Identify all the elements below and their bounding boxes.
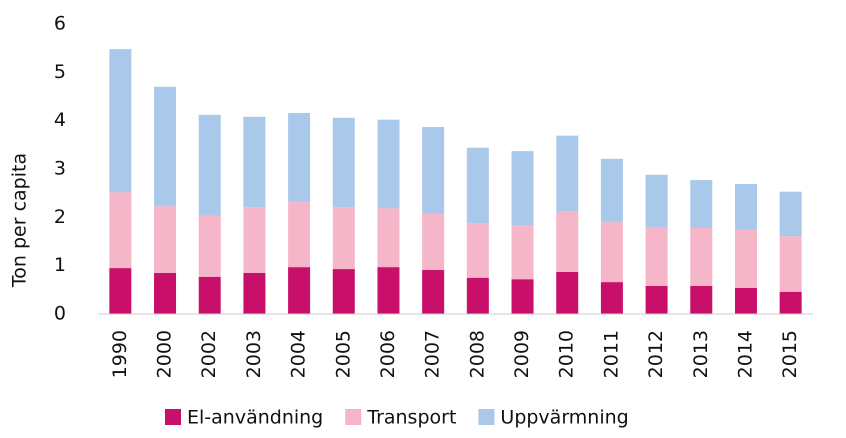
bar-segment [511,225,534,280]
bar-segment [734,287,757,314]
x-tick-label: 2014 [734,330,756,378]
bar-segment [690,285,713,314]
bar-segment [109,49,132,193]
x-tick-label: 2010 [556,330,578,378]
x-tick-label: 2012 [645,330,667,378]
bar-segment [198,114,221,216]
x-tick-label: 2000 [154,330,176,378]
bar-segment [332,269,355,314]
bar-segment [690,180,713,228]
bar-segment [243,116,266,208]
bar-segment [779,236,802,292]
bar-segment [511,151,534,226]
bar-segment [556,211,579,272]
bar-segment [243,272,266,314]
bar-segment [734,229,757,288]
bar-segment [645,174,668,227]
bar-segment [377,208,400,268]
bar-segment [377,119,400,209]
bar-segment [645,227,668,286]
bar-segment [422,213,445,271]
bar-segment [198,215,221,277]
x-tick-label: 2007 [422,330,444,378]
x-tick-label: 2003 [243,330,265,378]
bar-segment [377,267,400,314]
y-tick-label: 5 [54,61,66,83]
legend-label: Uppvärmning [500,407,628,429]
bar-segment [466,147,489,224]
bar-segment [511,279,534,314]
bar-segment [600,222,623,283]
bar-segment [422,270,445,314]
bar-segment [734,183,757,230]
bar-segment [779,291,802,314]
y-axis-title: Ton per capita [9,153,31,288]
bar-segment [600,158,623,223]
bar-segment [154,206,177,273]
bar-segment [779,191,802,237]
bar-segment [288,267,311,314]
x-tick-label: 2004 [288,330,310,378]
y-tick-label: 1 [54,254,66,276]
y-tick-label: 3 [54,158,66,180]
legend-swatch [165,409,181,425]
x-tick-label: 2008 [466,330,488,378]
bar-segment [556,271,579,314]
x-tick-label: 2006 [377,330,399,378]
bar-segment [198,276,221,314]
bar-segment [600,282,623,314]
x-tick-label: 2005 [332,330,354,378]
y-tick-label: 2 [54,206,66,228]
x-tick-label: 2013 [690,330,712,378]
legend-label: El-användning [187,407,323,429]
bar-segment [422,126,445,214]
legend-swatch [478,409,495,425]
y-tick-label: 4 [54,109,66,131]
legend-label: Transport [366,407,456,429]
bar-segment [645,285,668,314]
bar-segment [154,272,177,314]
bar-segment [288,112,311,202]
bar-segment [466,223,489,278]
bar-segment [154,86,177,207]
x-tick-label: 2011 [600,330,622,378]
bar-segment [243,207,266,273]
x-tick-label: 2002 [198,330,220,378]
y-tick-label: 6 [54,13,66,35]
bar-segment [288,201,311,268]
bar-segment [109,268,132,314]
bar-segment [466,277,489,314]
bar-segment [109,192,132,269]
x-tick-label: 2015 [779,330,801,378]
bar-segment [332,207,355,270]
x-tick-label: 2009 [511,330,533,378]
legend-swatch [345,409,362,425]
bar-segment [690,227,713,286]
y-tick-label: 0 [54,303,66,325]
x-tick-label: 1990 [109,330,131,378]
bar-segment [556,135,579,212]
bar-segment [332,117,355,208]
